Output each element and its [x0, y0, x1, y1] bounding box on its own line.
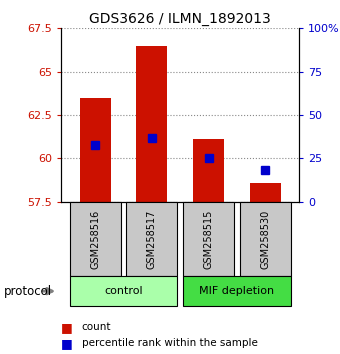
Bar — [126, 202, 177, 276]
Bar — [70, 202, 121, 276]
Text: count: count — [82, 322, 111, 332]
Text: GSM258530: GSM258530 — [260, 209, 270, 269]
Text: GSM258515: GSM258515 — [204, 209, 214, 269]
Text: protocol: protocol — [3, 285, 52, 298]
Bar — [193, 139, 224, 202]
Text: ■: ■ — [61, 321, 73, 334]
Bar — [250, 183, 281, 202]
Text: control: control — [104, 286, 143, 296]
Text: MIF depletion: MIF depletion — [199, 286, 274, 296]
Text: ■: ■ — [61, 337, 73, 350]
Title: GDS3626 / ILMN_1892013: GDS3626 / ILMN_1892013 — [89, 12, 271, 26]
Text: GSM258516: GSM258516 — [90, 209, 100, 269]
Bar — [70, 276, 177, 306]
Bar — [80, 98, 111, 202]
Text: GSM258517: GSM258517 — [147, 209, 157, 269]
Text: percentile rank within the sample: percentile rank within the sample — [82, 338, 257, 348]
Bar — [240, 202, 291, 276]
Bar — [183, 276, 291, 306]
Bar — [183, 202, 234, 276]
Bar — [136, 46, 167, 202]
